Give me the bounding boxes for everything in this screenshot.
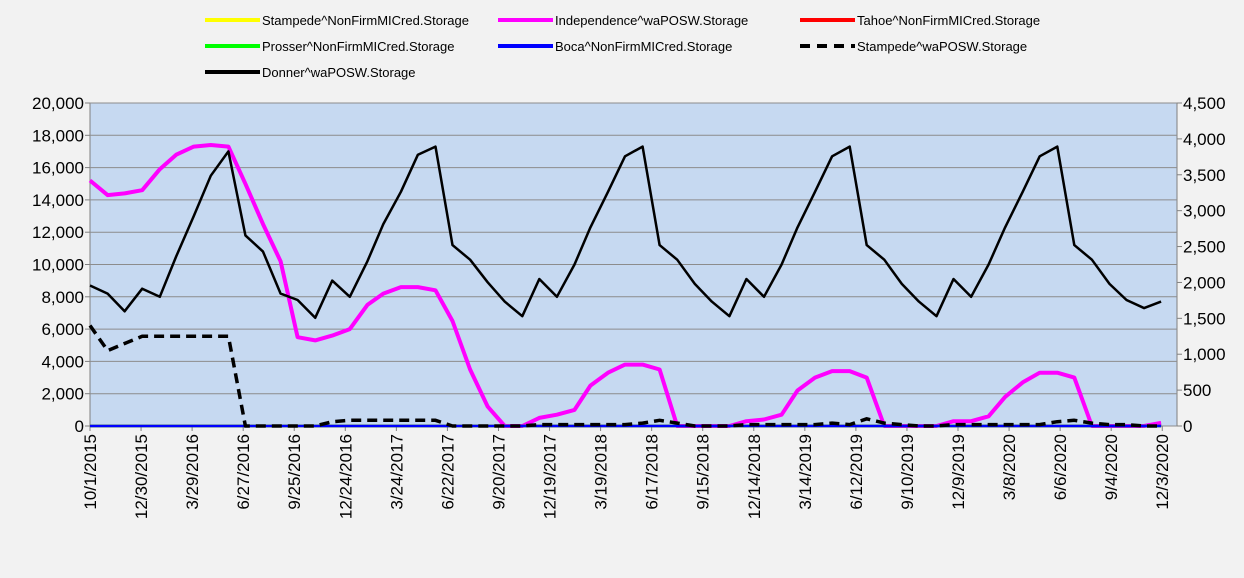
- y-tick-label: 14,000: [32, 191, 84, 210]
- y2-tick-label: 3,000: [1183, 202, 1226, 221]
- x-tick-label: 12/14/2018: [745, 434, 764, 519]
- y2-tick-label: 4,500: [1183, 94, 1226, 113]
- x-tick-label: 12/24/2016: [336, 434, 355, 519]
- x-tick-label: 9/15/2018: [694, 434, 713, 510]
- legend-label: Prosser^NonFirmMICred.Storage: [262, 39, 455, 54]
- y2-tick-label: 1,000: [1183, 345, 1226, 364]
- x-tick-label: 6/17/2018: [643, 434, 662, 510]
- x-tick-label: 12/3/2020: [1153, 434, 1172, 510]
- legend-label: Tahoe^NonFirmMICred.Storage: [857, 13, 1040, 28]
- y-tick-label: 6,000: [41, 320, 84, 339]
- x-tick-label: 12/9/2019: [949, 434, 968, 510]
- legend-label: Boca^NonFirmMICred.Storage: [555, 39, 732, 54]
- x-tick-label: 9/10/2019: [898, 434, 917, 510]
- series-line: [88, 324, 1162, 428]
- x-tick-label: 12/30/2015: [132, 434, 151, 519]
- x-tick-label: 3/8/2020: [1000, 434, 1019, 500]
- x-tick-label: 6/22/2017: [438, 434, 457, 510]
- y2-tick-label: 3,500: [1183, 166, 1226, 185]
- y2-tick-label: 2,500: [1183, 238, 1226, 257]
- x-tick-label: 3/24/2017: [387, 434, 406, 510]
- series-line: [88, 143, 1162, 428]
- x-tick-label: 6/6/2020: [1051, 434, 1070, 500]
- y-tick-label: 4,000: [41, 352, 84, 371]
- x-tick-label: 3/19/2018: [592, 434, 611, 510]
- legend-label: Donner^waPOSW.Storage: [262, 65, 416, 80]
- x-tick-label: 12/19/2017: [541, 434, 560, 519]
- x-tick-label: 10/1/2015: [81, 434, 100, 510]
- series-line: [89, 145, 1162, 320]
- y2-tick-label: 0: [1183, 417, 1192, 436]
- x-tick-label: 6/27/2016: [234, 434, 253, 510]
- y-tick-label: 12,000: [32, 223, 84, 242]
- x-tick-label: 9/4/2020: [1102, 434, 1121, 500]
- y-tick-label: 18,000: [32, 126, 84, 145]
- y2-tick-label: 500: [1183, 381, 1211, 400]
- x-tick-label: 6/12/2019: [847, 434, 866, 510]
- x-tick-label: 9/20/2017: [489, 434, 508, 510]
- x-tick-label: 9/25/2016: [285, 434, 304, 510]
- x-tick-label: 3/14/2019: [796, 434, 815, 510]
- y2-tick-label: 1,500: [1183, 309, 1226, 328]
- y2-tick-label: 4,000: [1183, 130, 1226, 149]
- x-tick-label: 3/29/2016: [183, 434, 202, 510]
- y-tick-label: 2,000: [41, 385, 84, 404]
- y-tick-label: 10,000: [32, 256, 84, 275]
- y2-tick-label: 2,000: [1183, 273, 1226, 292]
- legend-label: Stampede^waPOSW.Storage: [857, 39, 1027, 54]
- y-tick-label: 8,000: [41, 288, 84, 307]
- y-tick-label: 20,000: [32, 94, 84, 113]
- legend-label: Stampede^NonFirmMICred.Storage: [262, 13, 469, 28]
- y-tick-label: 16,000: [32, 159, 84, 178]
- legend-label: Independence^waPOSW.Storage: [555, 13, 748, 28]
- y-tick-label: 0: [75, 417, 84, 436]
